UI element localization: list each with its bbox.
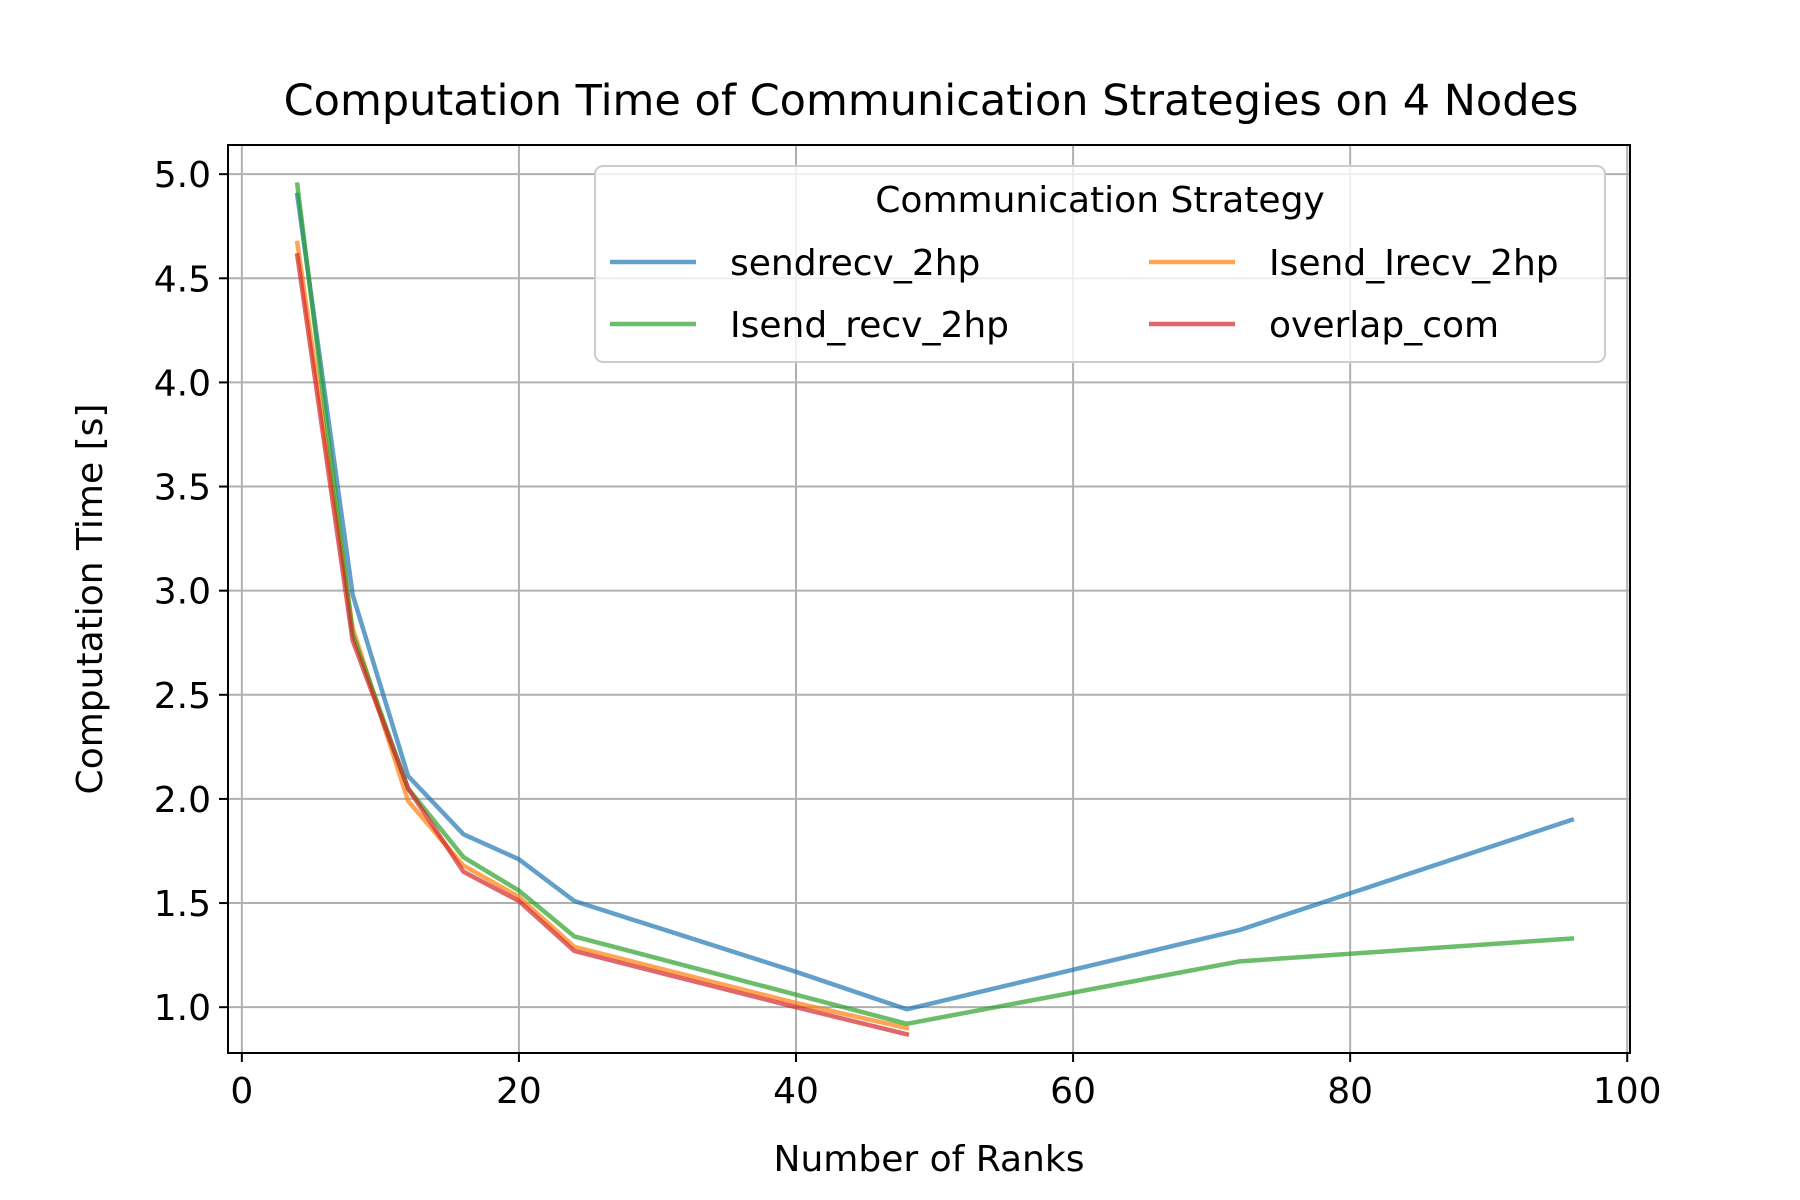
data-point: sendrecv_2hp: (20, 1.7) [517, 857, 521, 861]
data-point: Isend_recv_2hp: (20, 1.6) [517, 888, 521, 892]
data-point: sendrecv_2hp: (24, 1.5) [572, 899, 576, 903]
x-tick-label: 0 [230, 1071, 253, 1112]
y-tick-label: 2.5 [154, 676, 211, 717]
data-point: overlap_com: (24, 1.3) [572, 949, 576, 953]
data-point: Isend_Irecv_2hp: (4, 4.7) [295, 241, 299, 245]
legend: Communication Strategy sendrecv_2hp Isend… [594, 165, 1606, 363]
data-point: sendrecv_2hp: (72, 1.4) [1237, 928, 1241, 932]
data-point: Isend_recv_2hp: (40, 1.1) [794, 992, 798, 996]
data-point: Isend_recv_2hp: (4, 5) [295, 182, 299, 186]
y-axis-label: Computation Time [s] [70, 404, 111, 795]
legend-entry: sendrecv_2hp [610, 243, 980, 284]
data-point: sendrecv_2hp: (8, 3) [350, 593, 354, 597]
data-point: sendrecv_2hp: (96, 1.9) [1570, 818, 1574, 822]
data-point: Isend_recv_2hp: (96, 1.3) [1570, 936, 1574, 940]
x-tick-label: 40 [773, 1071, 819, 1112]
data-point: overlap_com: (8, 2.8) [350, 638, 354, 642]
y-tick-label: 1.5 [154, 884, 211, 925]
x-tick-label: 20 [496, 1071, 542, 1112]
data-point: overlap_com: (12, 2) [406, 786, 410, 790]
y-tick-label: 5.0 [154, 155, 211, 196]
legend-label: overlap_com [1269, 305, 1499, 346]
data-point: Isend_Irecv_2hp: (12, 2) [406, 799, 410, 803]
legend-entry: overlap_com [1149, 305, 1499, 346]
y-tick-label: 3.0 [154, 572, 211, 613]
series-lines: sendrecv_2hp: (4, 4.9)sendrecv_2hp: (8, … [294, 182, 1575, 1038]
data-point: Isend_recv_2hp: (72, 1.2) [1237, 959, 1241, 963]
y-tick-label: 2.0 [154, 780, 211, 821]
data-point: Isend_recv_2hp: (16, 1.7) [461, 855, 465, 859]
x-tick-label: 80 [1327, 1071, 1373, 1112]
legend-label: Isend_Irecv_2hp [1269, 243, 1559, 284]
legend-title: Communication Strategy [875, 180, 1324, 221]
y-axis-ticks: 1.0 1.5 2.0 2.5 3.0 3.5 4.0 4.5 5.0 [154, 155, 228, 1029]
series-line [294, 192, 1575, 1012]
plot-frame [227, 144, 1631, 1054]
data-point: overlap_com: (48, 0.9) [905, 1032, 909, 1036]
legend-box [594, 165, 1606, 363]
series-sendrecv-2hp: sendrecv_2hp: (4, 4.9)sendrecv_2hp: (8, … [294, 192, 1575, 1012]
x-tick-label: 100 [1593, 1071, 1662, 1112]
data-point: Isend_recv_2hp: (24, 1.3) [572, 934, 576, 938]
data-point: overlap_com: (20, 1.5) [517, 899, 521, 903]
data-point: sendrecv_2hp: (12, 2.1) [406, 774, 410, 778]
legend-entries: sendrecv_2hp Isend_Irecv_2hp Isend_recv_2h… [610, 243, 1559, 346]
chart-title: Computation Time of Communication Strate… [284, 76, 1579, 126]
legend-entry: Isend_recv_2hp [610, 305, 1009, 346]
x-axis-ticks: 0 20 40 60 80 100 [230, 1053, 1662, 1112]
legend-entry: Isend_Irecv_2hp [1149, 243, 1559, 284]
data-point: Isend_recv_2hp: (48, 0.9) [905, 1022, 909, 1026]
y-tick-label: 4.0 [154, 363, 211, 404]
data-point: overlap_com: (4, 4.6) [295, 253, 299, 257]
y-tick-label: 1.0 [154, 988, 211, 1029]
series-overlap-com: overlap_com: (4, 4.6) overlap_com: (8, 2.… [294, 252, 910, 1038]
y-tick-label: 3.5 [154, 468, 211, 509]
data-point: Isend_Irecv_2hp: (48, 0.9) [905, 1026, 909, 1030]
x-axis-label: Number of Ranks [774, 1139, 1085, 1180]
data-point: sendrecv_2hp: (16, 1.8) [461, 832, 465, 836]
data-point: sendrecv_2hp: (48, 1) [905, 1007, 909, 1011]
x-tick-label: 60 [1050, 1071, 1096, 1112]
data-point: overlap_com: (40, 1) [794, 1005, 798, 1009]
legend-label: Isend_recv_2hp [730, 305, 1009, 346]
legend-label: sendrecv_2hp [730, 243, 980, 284]
data-point: overlap_com: (16, 1.6) [461, 870, 465, 874]
data-point: sendrecv_2hp: (40, 1.2) [794, 970, 798, 974]
y-tick-label: 4.5 [154, 259, 211, 300]
series-line [294, 252, 910, 1038]
